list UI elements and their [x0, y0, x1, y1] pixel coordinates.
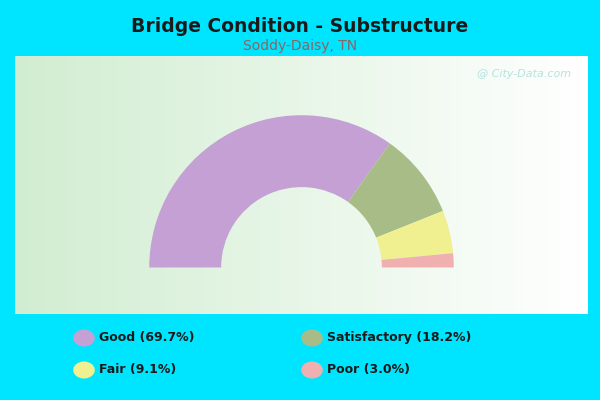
Text: Poor (3.0%): Poor (3.0%): [327, 364, 410, 376]
Ellipse shape: [73, 330, 95, 346]
Wedge shape: [149, 115, 390, 268]
Ellipse shape: [301, 362, 323, 378]
Wedge shape: [376, 211, 453, 260]
Text: Bridge Condition - Substructure: Bridge Condition - Substructure: [131, 16, 469, 36]
Text: @ City-Data.com: @ City-Data.com: [476, 69, 571, 79]
Wedge shape: [348, 144, 443, 238]
Ellipse shape: [301, 330, 323, 346]
Text: Satisfactory (18.2%): Satisfactory (18.2%): [327, 332, 472, 344]
Text: Good (69.7%): Good (69.7%): [99, 332, 194, 344]
Text: Soddy-Daisy, TN: Soddy-Daisy, TN: [243, 39, 357, 53]
Ellipse shape: [73, 362, 95, 378]
Text: Fair (9.1%): Fair (9.1%): [99, 364, 176, 376]
Wedge shape: [382, 253, 454, 268]
